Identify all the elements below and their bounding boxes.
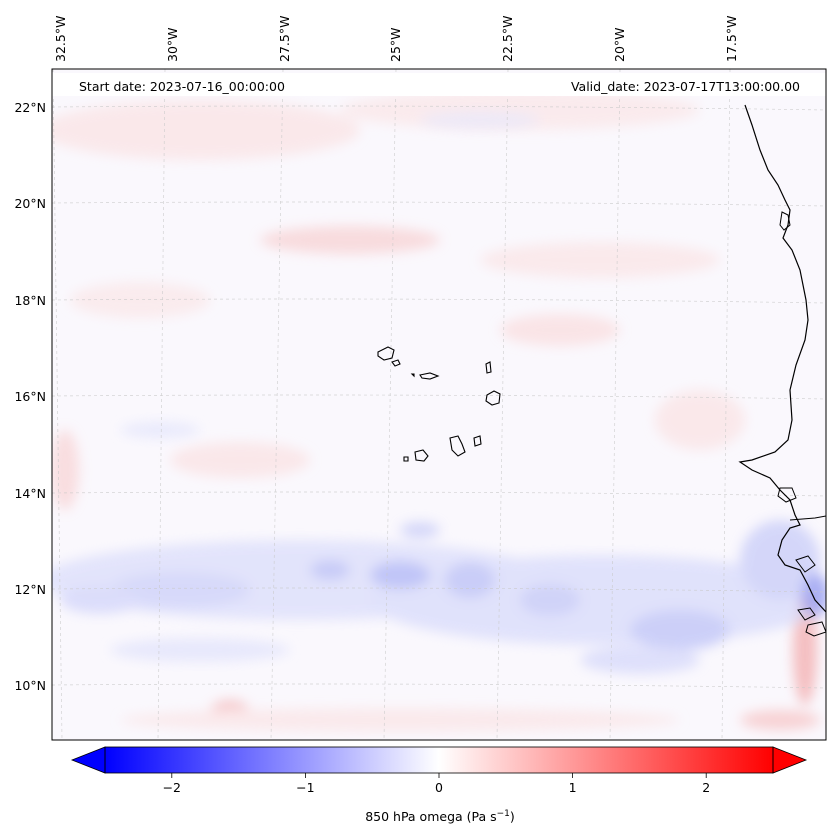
colorbar-tick-label: 0 [435,780,443,795]
lat-label: 22°N [14,100,46,115]
header-band [52,73,826,96]
map-frame [51,68,827,741]
longitude-labels: 32.5°W 30°W 27.5°W 25°W 22.5°W 20°W 17.5… [53,16,739,62]
colorbar-tick-label: 1 [569,780,577,795]
start-date-label: Start date: 2023-07-16_00:00:00 [79,79,285,94]
omega-field [52,69,826,740]
africa-coastline [738,104,826,613]
lat-label: 12°N [14,582,46,597]
lon-label: 27.5°W [277,16,292,62]
colorbar: −2 −1 0 1 2 850 hPa omega (Pa s−1) [70,746,808,824]
lon-label: 17.5°W [724,16,739,62]
colorbar-extend-max [772,746,808,774]
lat-label: 16°N [14,389,46,404]
colorbar-title-exponent: −1 [497,809,510,819]
valid-date-label: Valid_date: 2023-07-17T13:00:00.00 [571,79,800,94]
colorbar-extend-min [70,746,106,774]
map-panel[interactable]: Start date: 2023-07-16_00:00:00 Valid_da… [40,68,830,741]
lat-label: 20°N [14,196,46,211]
graticule [52,69,826,740]
lon-label: 20°W [612,27,627,62]
colorbar-tick-label: 2 [702,780,710,795]
cape-verde-islands [377,346,501,462]
lat-label: 18°N [14,293,46,308]
colorbar-title-close: ) [510,809,515,824]
lon-label: 22.5°W [500,16,515,62]
colorbar-title-main: 850 hPa omega (Pa s [365,809,496,824]
lat-label: 14°N [14,486,46,501]
colorbar-ticks: −2 −1 0 1 2 [163,773,710,795]
lat-label: 10°N [14,678,46,693]
colorbar-tick-label: −2 [163,780,181,795]
latitude-labels: 22°N 20°N 18°N 16°N 14°N 12°N 10°N [14,100,46,693]
lon-label: 25°W [388,27,403,62]
colorbar-bar [105,747,773,773]
colorbar-tick-label: −1 [296,780,314,795]
colorbar-title: 850 hPa omega (Pa s−1) [365,809,515,824]
lon-label: 32.5°W [53,16,68,62]
lon-label: 30°W [165,27,180,62]
